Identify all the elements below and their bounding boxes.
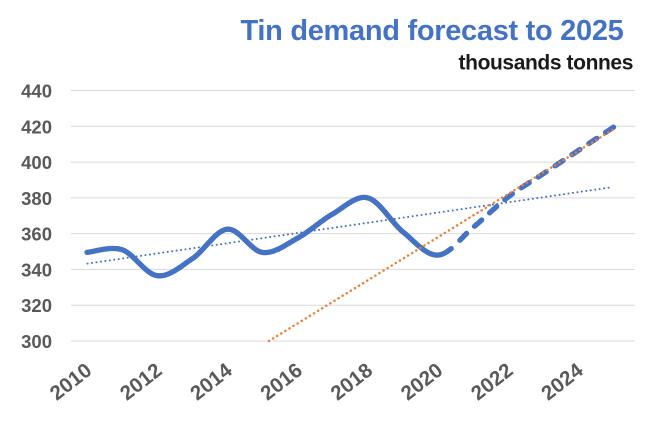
svg-text:360: 360 [21,224,52,245]
svg-text:380: 380 [21,188,52,209]
svg-text:Tin demand forecast to 2025: Tin demand forecast to 2025 [241,15,624,47]
svg-text:320: 320 [21,295,52,316]
svg-text:440: 440 [21,81,52,102]
svg-text:420: 420 [21,116,52,137]
svg-text:400: 400 [21,152,52,173]
svg-text:300: 300 [21,331,52,352]
svg-text:thousands tonnes: thousands tonnes [459,52,633,75]
svg-text:340: 340 [21,259,52,280]
